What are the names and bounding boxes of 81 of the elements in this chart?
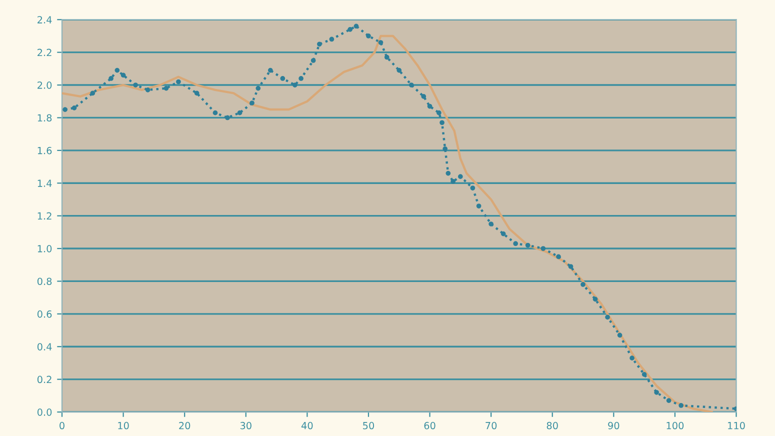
point [605,314,610,320]
x-tick-label: 80 [546,422,558,430]
point [488,222,494,226]
x-tick-label: 10 [118,422,129,430]
point [292,82,298,88]
point [678,403,684,408]
y-tick-label: 0.6 [37,310,52,318]
point [90,90,96,96]
point [458,174,463,180]
y-tick-label: 1.6 [38,146,52,154]
point [540,246,546,251]
point [164,86,169,91]
point [436,110,442,116]
point [329,36,334,42]
point [476,204,482,208]
x-tick-label: 50 [363,422,374,430]
point [556,254,561,260]
point [630,356,634,360]
point [310,58,316,63]
point [354,24,359,29]
point [654,390,659,395]
point [500,231,506,236]
point [440,120,444,126]
y-tick-label: 0.2 [37,376,52,384]
x-tick-label: 40 [301,422,313,430]
point [366,34,371,38]
point [568,264,574,269]
y-tick-label: 2.4 [38,16,52,24]
point [470,186,476,190]
point [642,372,647,377]
x-tick-label: 20 [179,422,190,430]
point [617,332,622,338]
point [176,79,181,84]
point [72,105,77,110]
point [133,82,138,88]
point [442,146,448,152]
point [408,82,414,88]
y-tick-label: 1.2 [38,212,52,220]
y-tick-label: 1.8 [38,114,52,122]
x-tick-label: 90 [608,422,620,430]
y-tick-label: 1.4 [38,180,52,187]
point [513,241,518,246]
y-tick-label: 2.2 [38,48,52,56]
point [580,282,586,287]
point [145,87,150,92]
x-tick-label: 110 [728,422,745,430]
point [525,242,530,248]
y-tick-label: 0.4 [37,343,52,350]
point [666,398,672,404]
point [280,76,286,81]
point [450,179,456,184]
point [250,100,254,106]
x-tick-label: 100 [666,422,684,430]
point [108,76,114,81]
point [225,115,230,120]
x-tick-label: 70 [486,422,497,430]
point [396,68,402,73]
point [62,107,68,112]
point [298,76,304,81]
point [114,68,120,73]
x-tick-label: 60 [424,422,436,430]
point [378,40,384,45]
x-tick-label: 0 [60,422,64,430]
point [348,27,353,32]
point [592,296,598,302]
y-tick-label: 0.0 [37,408,52,416]
point [194,90,200,96]
point [421,94,426,99]
point [317,42,322,47]
y-tick-label: 0.8 [37,278,52,286]
point [212,110,218,116]
point [268,68,273,73]
point [237,110,242,116]
point [446,170,451,176]
point [256,86,261,91]
x-tick-label: 30 [240,422,252,430]
y-tick-label: 2.0 [38,82,52,89]
point [120,72,126,78]
point [384,54,390,60]
y-tick-label: 1.0 [38,245,52,252]
point [427,104,432,109]
